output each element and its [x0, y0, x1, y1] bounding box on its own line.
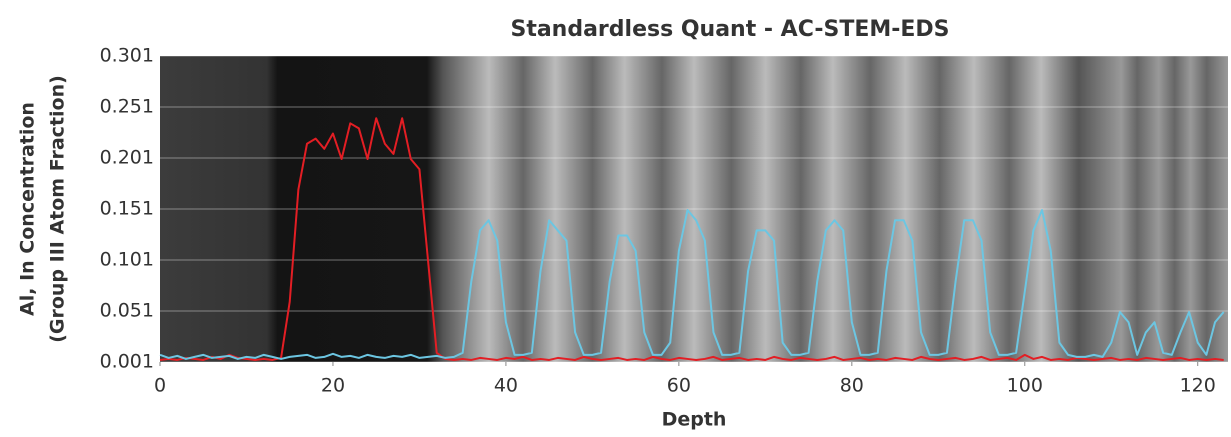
x-tick-label: 100 — [1007, 375, 1043, 397]
y-axis-title: (Group III Atom Fraction) — [47, 75, 69, 343]
y-axis-title: Al, In Concentration — [17, 102, 39, 316]
y-tick-label: 0.301 — [100, 45, 154, 67]
y-tick-label: 0.151 — [100, 198, 154, 220]
x-axis-title: Depth — [662, 409, 727, 431]
y-tick-label: 0.001 — [100, 351, 154, 373]
y-tick-label: 0.251 — [100, 96, 154, 118]
data-line — [159, 117, 1224, 361]
y-tick-label: 0.201 — [100, 147, 154, 169]
x-tick-label: 120 — [1180, 375, 1216, 397]
x-tick-label: 60 — [667, 375, 691, 397]
stem-image — [160, 56, 1228, 362]
x-tick-label: 80 — [840, 375, 864, 397]
y-tick-label: 0.101 — [100, 249, 154, 271]
x-tick-label: 0 — [154, 375, 166, 397]
x-tick-label: 40 — [494, 375, 518, 397]
y-tick-label: 0.051 — [100, 300, 154, 322]
chart-title: Standardless Quant - AC-STEM-EDS — [510, 17, 949, 42]
data-line — [159, 209, 1225, 360]
x-tick-label: 20 — [321, 375, 345, 397]
